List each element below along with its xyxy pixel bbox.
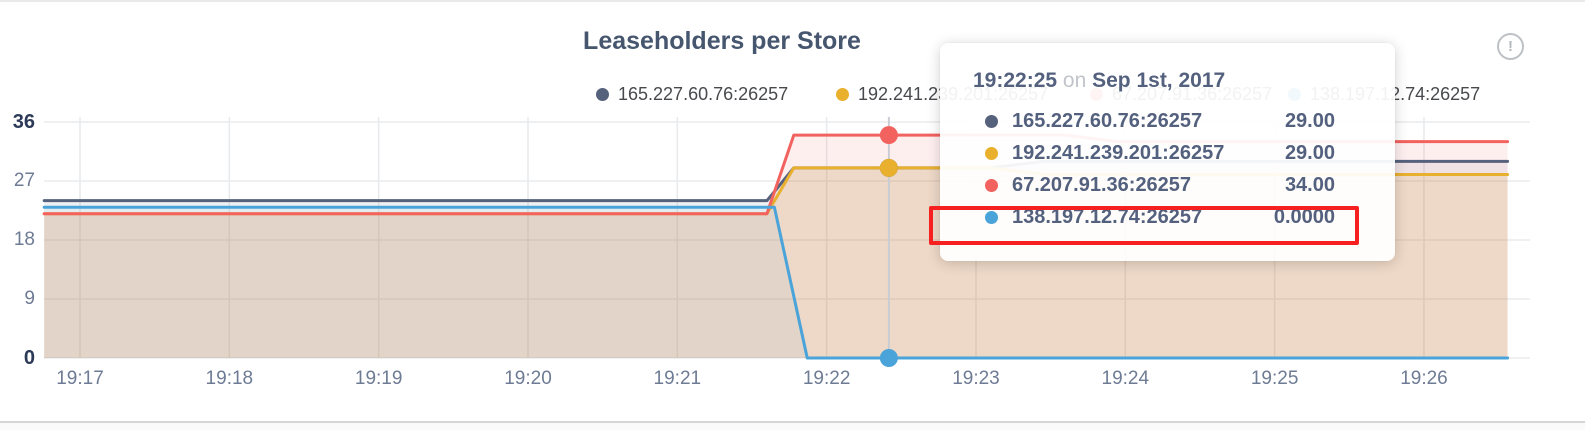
info-icon[interactable]: ! xyxy=(1497,33,1524,60)
y-axis-label: 27 xyxy=(13,169,35,191)
series-dot-icon xyxy=(985,146,998,160)
tooltip-series-name: 165.227.60.76:26257 xyxy=(1012,109,1203,132)
x-axis-label: 19:17 xyxy=(56,368,104,389)
panel-bottom-border xyxy=(0,421,1585,423)
series-dot-icon xyxy=(985,178,998,192)
tooltip-series-name: 67.207.91.36:26257 xyxy=(1012,173,1192,196)
chart-title: Leaseholders per Store xyxy=(583,27,861,55)
y-axis-label: 36 xyxy=(12,110,35,133)
legend-dot-icon xyxy=(596,87,609,101)
tooltip-series-value: 29.00 xyxy=(1284,109,1335,132)
panel-below-strip xyxy=(0,423,1585,430)
x-axis-label: 19:24 xyxy=(1101,368,1150,389)
x-axis-label: 19:21 xyxy=(653,368,702,389)
tooltip-time: 19:22:25 xyxy=(973,69,1058,92)
x-axis-label: 19:22 xyxy=(802,368,851,389)
series-area xyxy=(44,207,1508,358)
x-axis-label: 19:25 xyxy=(1250,368,1299,389)
hover-point-dot xyxy=(879,349,898,367)
x-axis-label: 19:23 xyxy=(952,368,1000,389)
x-axis-label: 19:20 xyxy=(504,368,552,389)
series-dot-icon xyxy=(985,210,998,224)
hover-point-dot xyxy=(879,158,898,177)
legend-dot-icon xyxy=(836,87,849,101)
info-icon-glyph: ! xyxy=(1508,38,1513,55)
tooltip-series-name: 192.241.239.201:26257 xyxy=(1012,141,1225,164)
hover-tooltip: 19:22:25 on Sep 1st, 2017 165.227.60.76:… xyxy=(940,43,1395,261)
y-axis-label: 18 xyxy=(13,228,35,250)
tooltip-row: 192.241.239.201:26257 29.00 xyxy=(985,137,1395,169)
tooltip-series-value: 34.00 xyxy=(1284,173,1335,196)
tooltip-row: 165.227.60.76:26257 29.00 xyxy=(985,105,1395,137)
tooltip-header: 19:22:25 on Sep 1st, 2017 xyxy=(973,69,1395,93)
hover-point-dot xyxy=(879,126,898,145)
series-dot-icon xyxy=(985,114,998,128)
x-axis-label: 19:26 xyxy=(1400,368,1448,389)
y-axis-label: 9 xyxy=(24,287,35,309)
tooltip-series-name: 138.197.12.74:26257 xyxy=(1012,205,1203,228)
tooltip-date: Sep 1st, 2017 xyxy=(1092,69,1226,92)
panel-top-border xyxy=(0,0,1585,2)
tooltip-row: 67.207.91.36:26257 34.00 xyxy=(985,169,1395,201)
legend-item-label: 165.227.60.76:26257 xyxy=(618,83,789,104)
tooltip-series-value: 0.0000 xyxy=(1273,205,1335,228)
x-axis-label: 19:19 xyxy=(354,368,403,389)
tooltip-series-value: 29.00 xyxy=(1284,141,1335,164)
y-axis-label: 0 xyxy=(23,347,35,369)
tooltip-conjunction: on xyxy=(1062,69,1087,92)
tooltip-row-highlighted: 138.197.12.74:26257 0.0000 xyxy=(985,201,1395,233)
annotation-highlight-box xyxy=(929,206,1359,245)
legend-item[interactable]: 165.227.60.76:26257 xyxy=(596,84,788,104)
x-axis-label: 19:18 xyxy=(205,368,254,389)
series-line xyxy=(42,205,1510,360)
